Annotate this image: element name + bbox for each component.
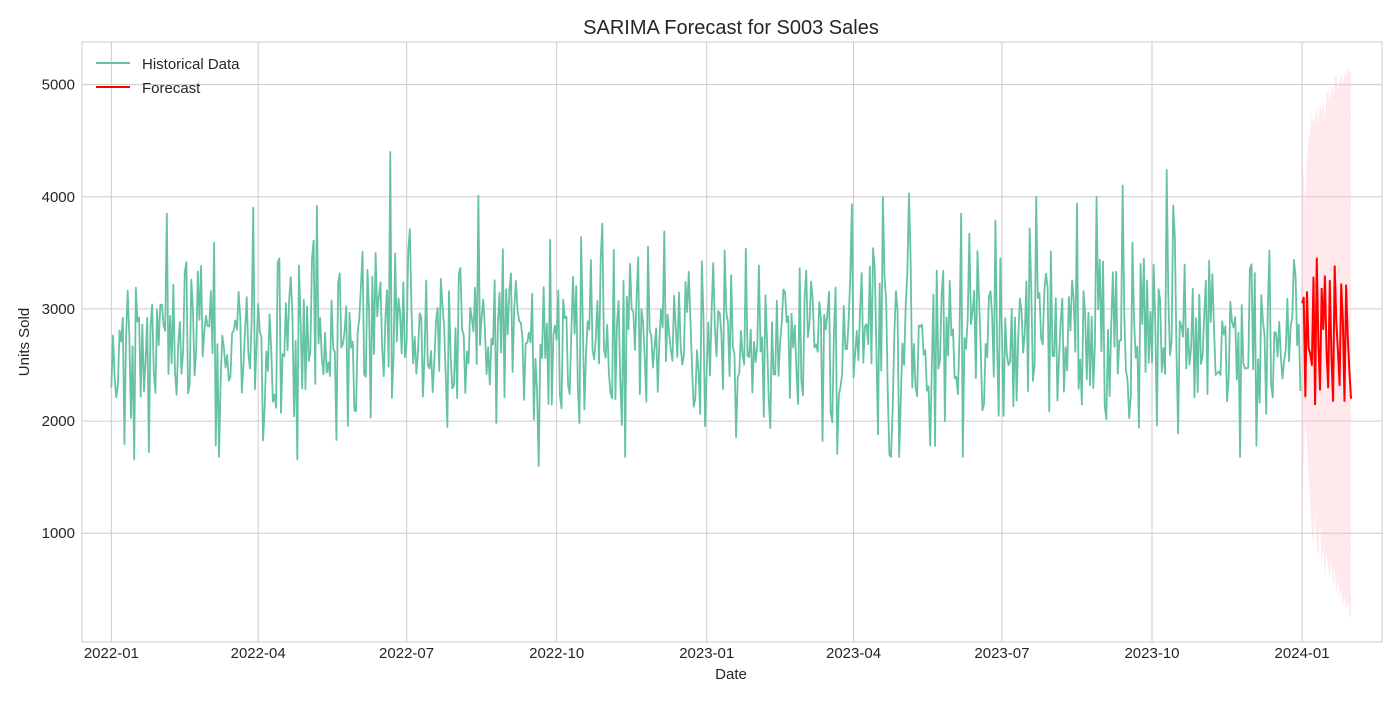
series-group [110, 151, 1353, 467]
x-tick-label: 2023-04 [826, 645, 881, 662]
tick-labels: 2022-01 2022-04 2022-07 2022-10 2023-01 2023-… [42, 77, 1330, 662]
x-tick-label: 2022-04 [231, 645, 286, 662]
x-tick-label: 2022-07 [379, 645, 434, 662]
y-tick-label: 3000 [42, 301, 75, 318]
x-tick-label: 2023-07 [974, 645, 1029, 662]
legend-label-forecast: Forecast [142, 80, 201, 97]
y-tick-label: 1000 [42, 525, 75, 542]
historical-data-line [110, 151, 1302, 467]
plot-frame [81, 41, 1383, 643]
x-tick-label: 2022-10 [529, 645, 584, 662]
y-tick-label: 4000 [42, 189, 75, 206]
x-tick-label: 2024-01 [1275, 645, 1330, 662]
x-tick-label: 2023-01 [679, 645, 734, 662]
chart-title: SARIMA Forecast for S003 Sales [583, 17, 879, 39]
x-tick-label: 2023-10 [1124, 645, 1179, 662]
legend: Historical Data Forecast [96, 56, 240, 97]
y-tick-label: 5000 [42, 77, 75, 94]
x-tick-label: 2022-01 [84, 645, 139, 662]
legend-label-historical: Historical Data [142, 56, 240, 73]
forecast-line [1301, 257, 1353, 406]
x-axis-label: Date [715, 666, 747, 683]
y-tick-label: 2000 [42, 413, 75, 430]
y-axis-label: Units Sold [16, 308, 33, 376]
